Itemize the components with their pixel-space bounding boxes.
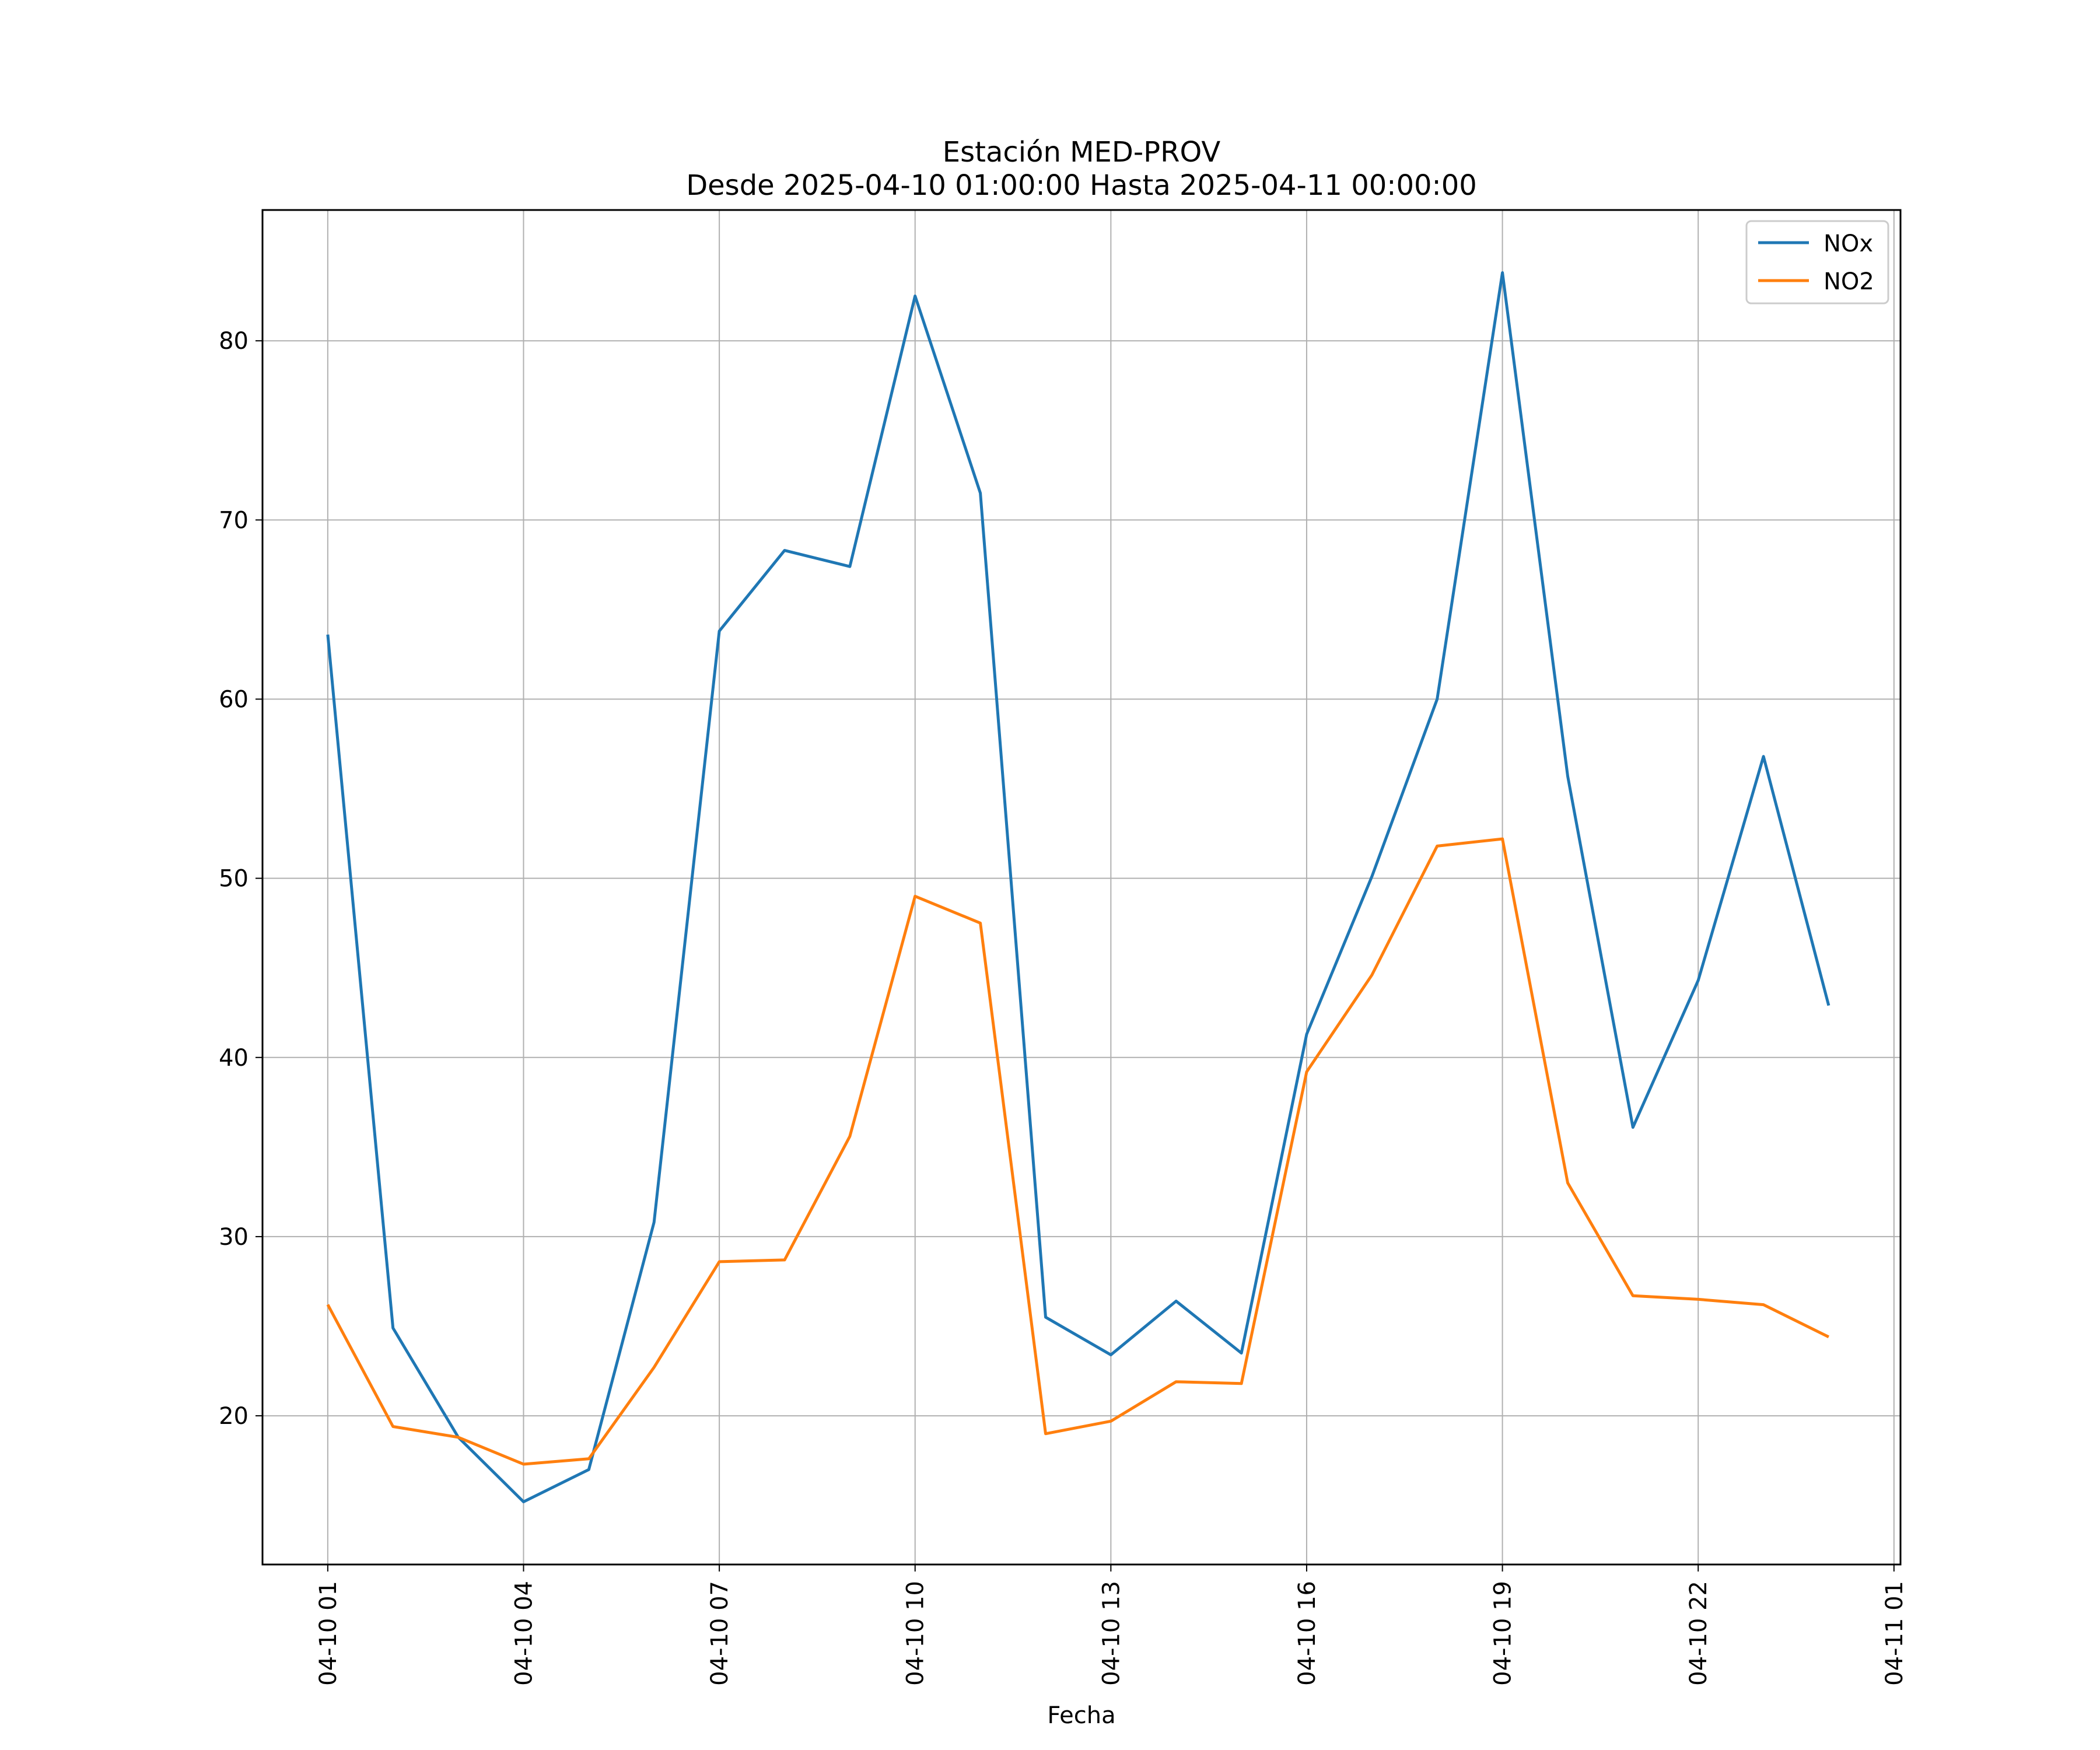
y-axis: 20 30 40 50 60 70 80 (219, 328, 262, 1430)
y-tick-label: 30 (219, 1224, 249, 1251)
legend-label-nox: NOx (1824, 230, 1873, 257)
y-tick-label: 20 (219, 1403, 249, 1430)
y-tick-label: 50 (219, 866, 249, 892)
x-tick-label: 04-10 19 (1490, 1581, 1517, 1686)
chart-subtitle: Desde 2025-04-10 01:00:00 Hasta 2025-04-… (686, 169, 1477, 202)
series-layer (326, 271, 1831, 1503)
x-tick-label: 04-10 16 (1294, 1581, 1321, 1686)
x-axis-label: Fecha (1047, 1702, 1115, 1729)
y-tick-label: 60 (219, 687, 249, 713)
x-tick-label: 04-11 01 (1881, 1581, 1908, 1686)
y-tick-label: 70 (219, 507, 249, 534)
x-tick-label: 04-10 01 (315, 1581, 342, 1686)
x-axis: 04-10 01 04-10 04 04-10 07 04-10 10 04-10 13… (315, 1564, 1908, 1686)
x-tick-label: 04-10 10 (902, 1581, 929, 1686)
y-tick-label: 40 (219, 1045, 249, 1072)
grid (262, 210, 1901, 1564)
chart-title: Estación MED-PROV (943, 136, 1221, 169)
legend: NOx NO2 (1745, 220, 1889, 304)
series-line-no2 (326, 837, 1830, 1466)
x-tick-label: 04-10 07 (706, 1581, 733, 1686)
series-line-nox (326, 271, 1831, 1503)
y-tick-label: 80 (219, 328, 249, 355)
plot-frame (261, 209, 1902, 1566)
x-tick-label: 04-10 04 (510, 1581, 537, 1686)
x-tick-label: 04-10 22 (1685, 1581, 1712, 1686)
x-tick-label: 04-10 13 (1098, 1581, 1125, 1686)
legend-label-no2: NO2 (1824, 268, 1874, 295)
